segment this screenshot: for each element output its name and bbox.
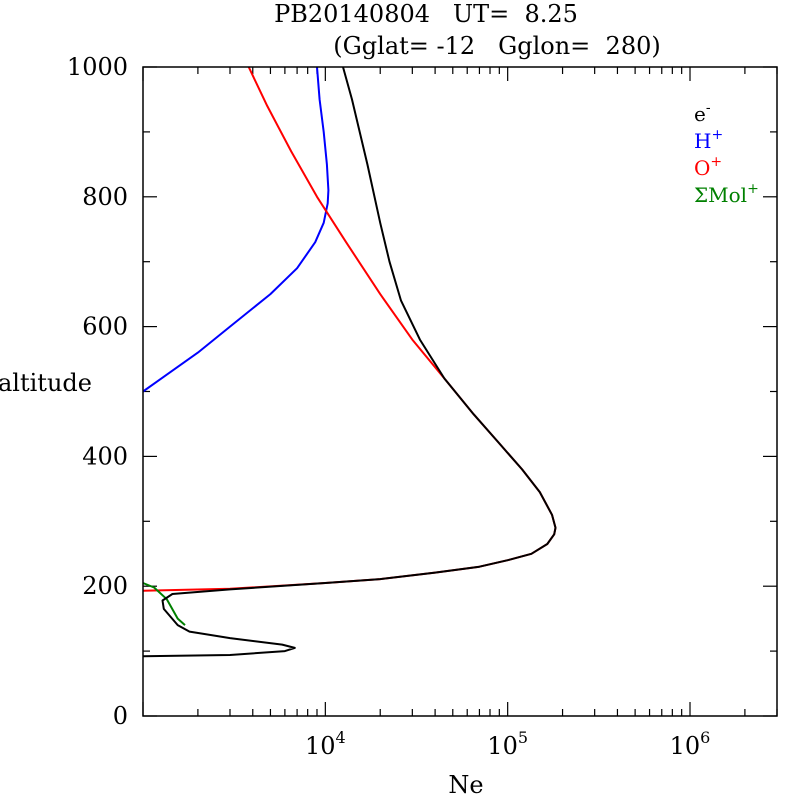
y-tick-label: 1000 xyxy=(67,53,128,81)
plot-frame xyxy=(142,66,778,717)
legend-entry-e: e- xyxy=(694,100,711,126)
y-tick-label: 0 xyxy=(113,702,128,730)
y-tick-label: 200 xyxy=(82,572,128,600)
data-series xyxy=(142,66,557,658)
legend: e-H+O+ΣMol+ xyxy=(694,100,759,207)
series-line-o xyxy=(142,66,557,592)
legend-entry-o: O+ xyxy=(694,154,722,180)
y-tick-label: 800 xyxy=(82,183,128,211)
x-tick-label: 104 xyxy=(305,728,346,760)
chart-title-line1: PB20140804 UT= 8.25 xyxy=(274,0,578,28)
x-tick-label: 105 xyxy=(487,728,528,760)
y-axis-label: altitude xyxy=(0,369,92,397)
series-line-e xyxy=(142,66,557,658)
chart-title-line2: (Gglat= -12 Gglon= 280) xyxy=(333,32,660,60)
legend-entry-mol: ΣMol+ xyxy=(694,181,759,207)
x-axis-label: Ne xyxy=(448,771,483,796)
y-tick-label: 400 xyxy=(82,442,128,470)
series-line-h xyxy=(142,66,330,393)
legend-entry-h: H+ xyxy=(694,127,723,153)
x-tick-label: 106 xyxy=(670,728,711,760)
axis-ticks xyxy=(142,66,778,717)
y-tick-label: 600 xyxy=(82,313,128,341)
tick-labels: 0 200 400 600 800 1000 104 105 106 xyxy=(67,53,710,760)
series-line-mol xyxy=(142,582,186,626)
